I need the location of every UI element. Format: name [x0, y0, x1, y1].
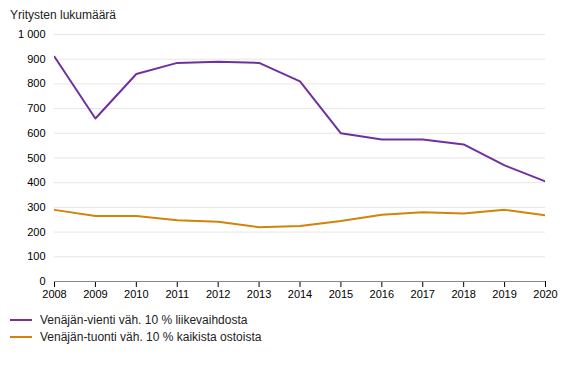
svg-text:900: 900	[27, 53, 45, 65]
svg-text:2020: 2020	[533, 288, 557, 300]
html-text:Venäjän-tuonti väh. 10 % kaiki: Venäjän-tuonti väh. 10 % kaikista ostois…	[40, 330, 262, 344]
svg-text:200: 200	[27, 226, 45, 238]
svg-text:300: 300	[27, 201, 45, 213]
svg-text:600: 600	[27, 127, 45, 139]
html-text:Yritysten lukumäärä: Yritysten lukumäärä	[10, 8, 116, 22]
svg-text:2009: 2009	[83, 288, 107, 300]
svg-text:2012: 2012	[206, 288, 230, 300]
svg-text:1 000: 1 000	[18, 28, 46, 40]
svg-text:2015: 2015	[329, 288, 353, 300]
svg-text:2014: 2014	[288, 288, 312, 300]
svg-text:2019: 2019	[492, 288, 516, 300]
svg-text:2018: 2018	[451, 288, 475, 300]
html-text:Venäjän-vienti väh. 10 % liike: Venäjän-vienti väh. 10 % liikevaihdosta	[40, 313, 248, 327]
svg-text:800: 800	[27, 77, 45, 89]
svg-text:400: 400	[27, 176, 45, 188]
svg-text:2016: 2016	[370, 288, 394, 300]
svg-text:2017: 2017	[411, 288, 435, 300]
svg-text:2013: 2013	[247, 288, 271, 300]
svg-text:2008: 2008	[42, 288, 66, 300]
svg-text:100: 100	[27, 250, 45, 262]
svg-text:2010: 2010	[124, 288, 148, 300]
svg-text:0: 0	[39, 275, 45, 287]
svg-text:2011: 2011	[165, 288, 189, 300]
svg-text:500: 500	[27, 152, 45, 164]
svg-text:700: 700	[27, 102, 45, 114]
